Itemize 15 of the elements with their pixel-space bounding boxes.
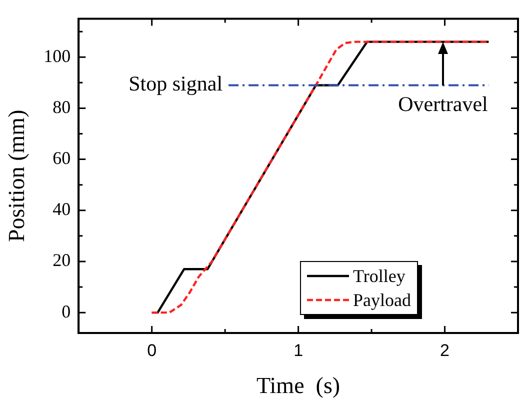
x-tick-label: 2 — [440, 340, 450, 360]
legend-label: Payload — [353, 289, 411, 312]
y-tick-label: 80 — [52, 96, 71, 117]
x-tick-label: 0 — [147, 340, 157, 360]
legend-label: Trolley — [353, 265, 406, 288]
y-tick-label: 20 — [52, 250, 71, 270]
y-tick-label: 100 — [44, 46, 71, 66]
ref-line-label: Stop signal — [128, 72, 223, 96]
y-tick-label: 0 — [62, 301, 71, 322]
x-tick-label: 1 — [294, 340, 304, 360]
x-axis-title: Time (s) — [256, 373, 340, 398]
y-axis-title: Position (mm) — [4, 110, 29, 242]
annotation: Overtravel — [398, 92, 488, 116]
y-tick-label: 60 — [52, 148, 71, 168]
y-tick-label: 40 — [52, 199, 71, 220]
